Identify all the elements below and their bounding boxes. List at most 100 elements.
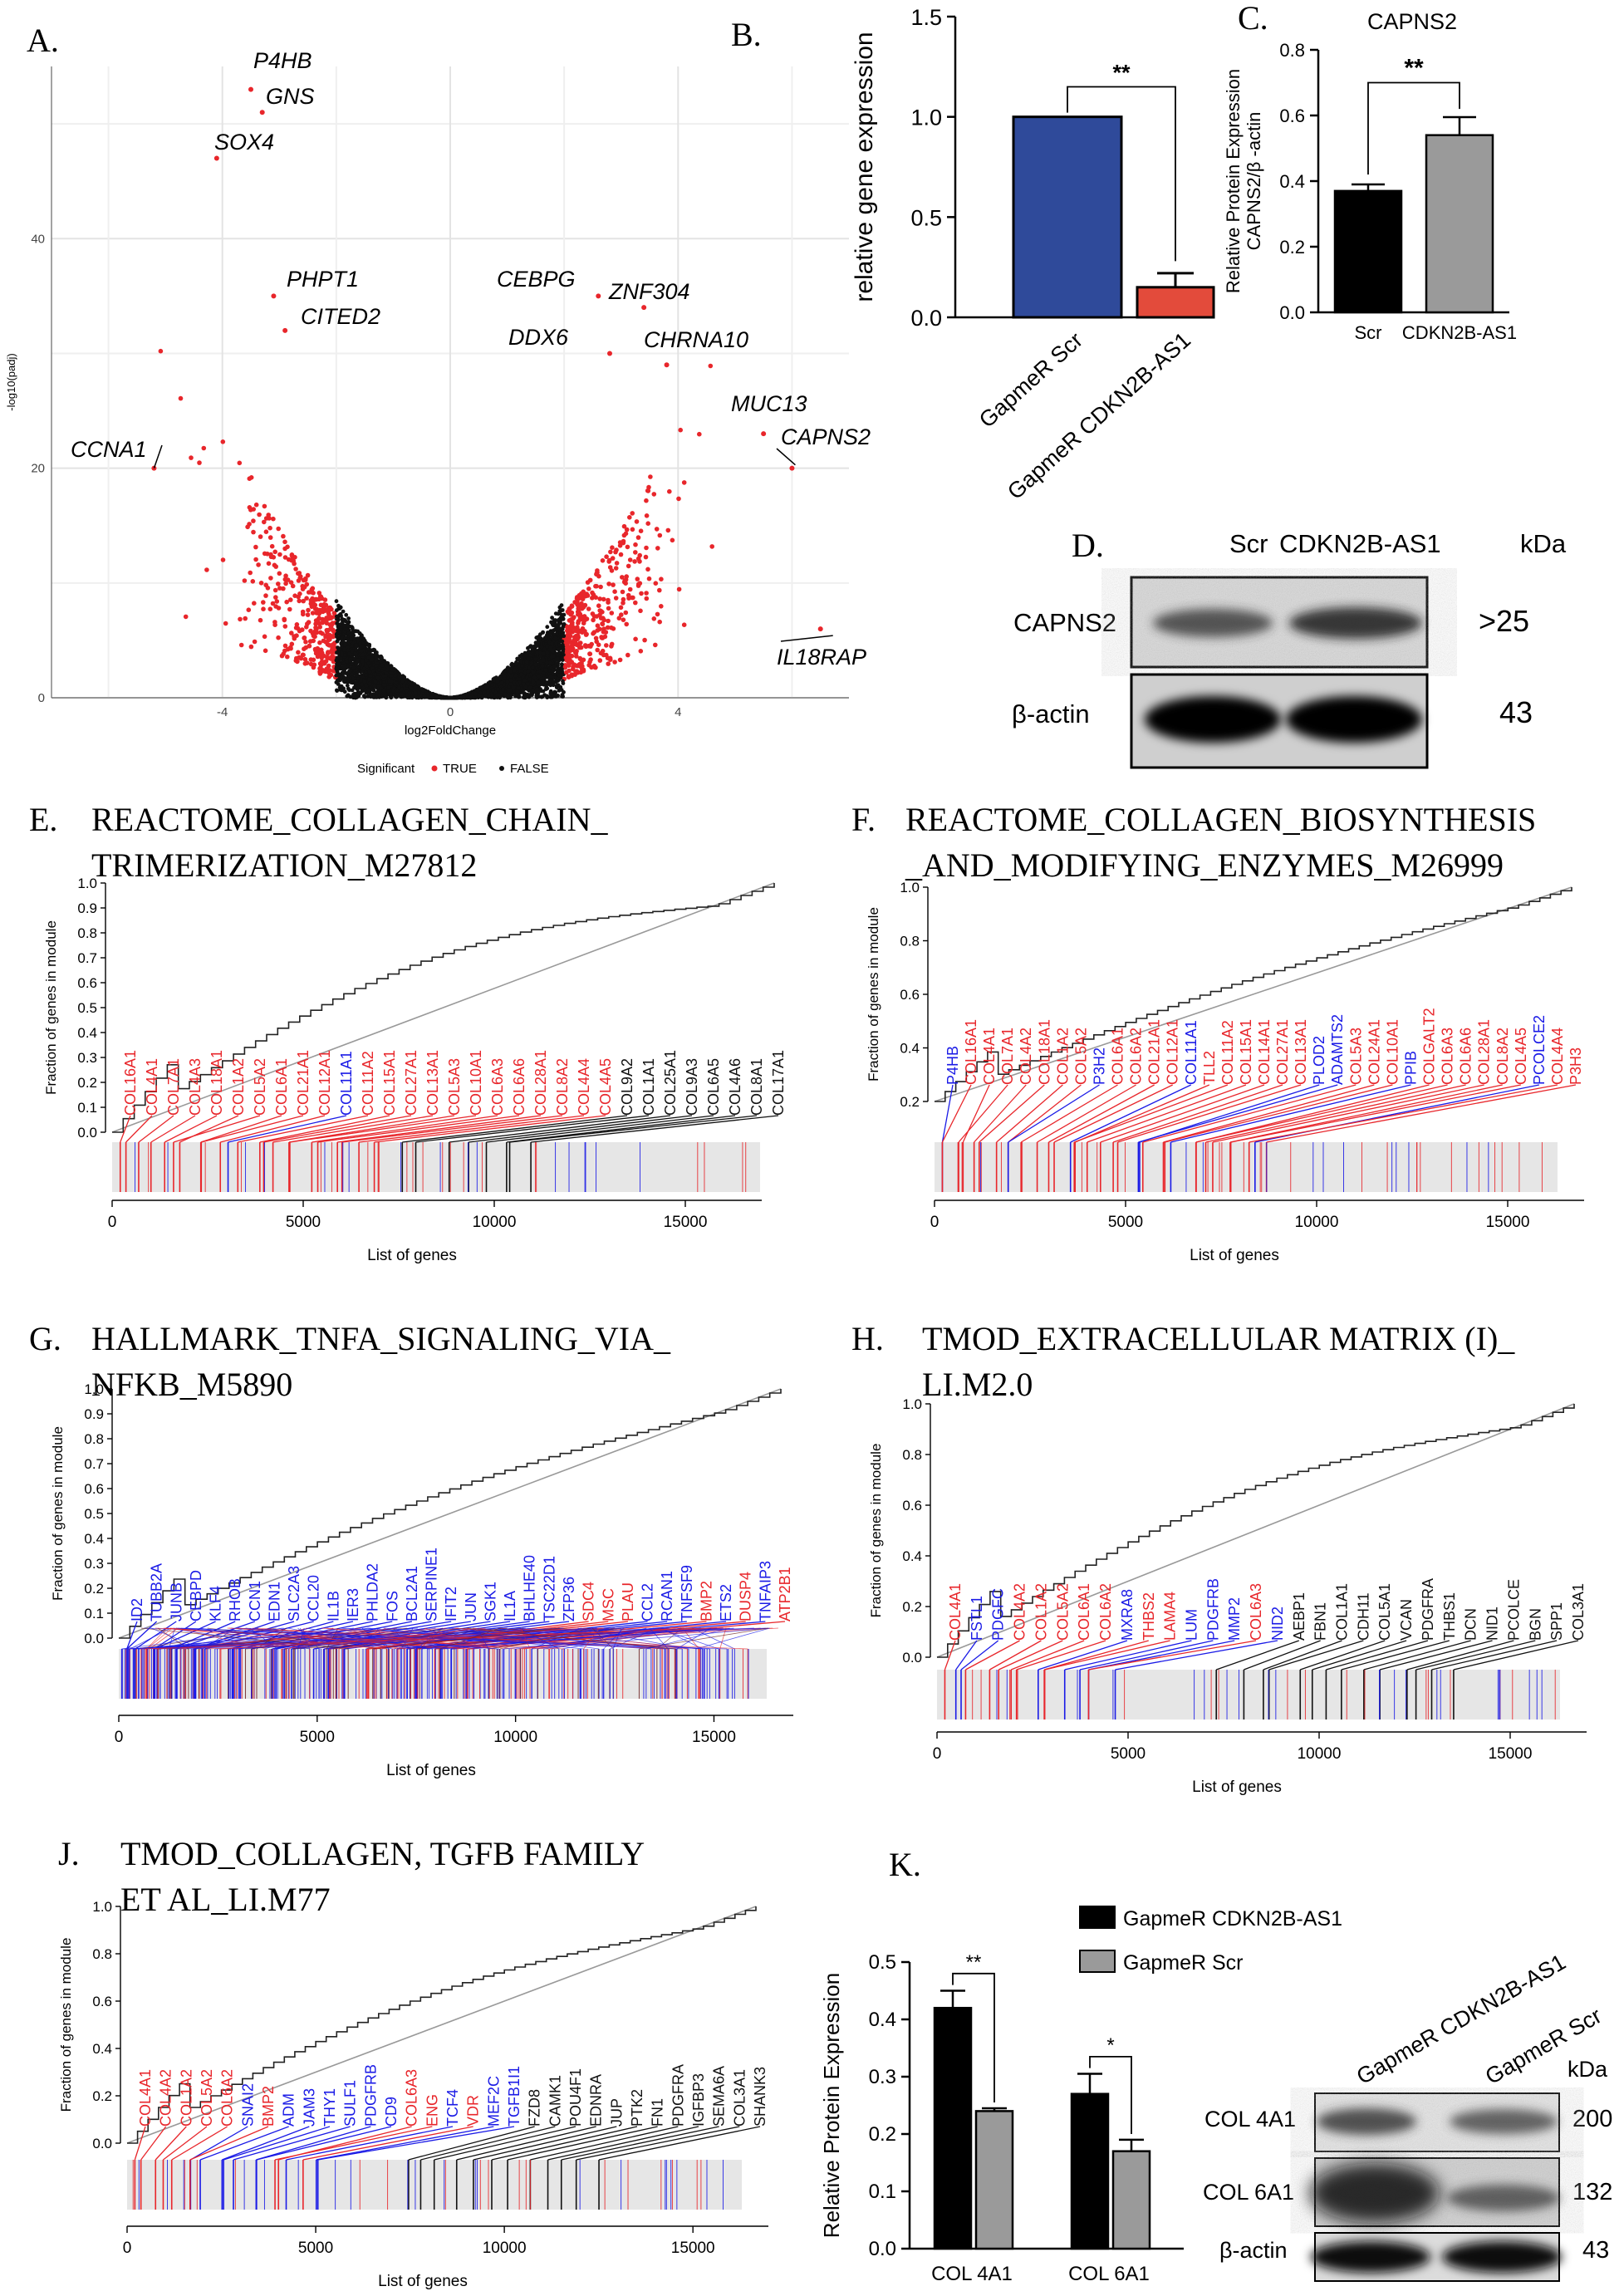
point-significant bbox=[591, 630, 596, 636]
point-significant bbox=[637, 581, 643, 586]
point-significant bbox=[709, 544, 714, 549]
point-significant bbox=[579, 606, 585, 611]
point-significant bbox=[639, 591, 644, 596]
point-significant bbox=[289, 630, 294, 635]
point-significant bbox=[618, 605, 624, 611]
point-significant bbox=[593, 583, 598, 589]
point-significant bbox=[253, 544, 258, 550]
point-significant bbox=[292, 634, 297, 639]
point-significant bbox=[577, 645, 582, 650]
point-significant bbox=[307, 643, 312, 649]
point-significant bbox=[262, 634, 267, 640]
point-significant bbox=[613, 566, 619, 571]
point-significant bbox=[659, 576, 664, 581]
point-significant bbox=[320, 631, 325, 636]
point-significant bbox=[321, 603, 327, 608]
point-significant bbox=[606, 606, 611, 611]
point-significant bbox=[564, 657, 569, 663]
point-significant bbox=[569, 673, 575, 679]
point-significant bbox=[256, 562, 261, 567]
point-significant bbox=[614, 547, 619, 552]
point-significant bbox=[268, 576, 273, 581]
point-significant bbox=[586, 586, 591, 591]
point-significant bbox=[257, 512, 262, 518]
point-significant bbox=[606, 597, 611, 603]
point-significant bbox=[302, 584, 307, 590]
point-significant bbox=[646, 576, 652, 581]
point-significant bbox=[613, 596, 619, 601]
point-significant bbox=[313, 618, 319, 623]
point-significant bbox=[324, 627, 330, 633]
point-significant bbox=[306, 620, 312, 625]
point-significant bbox=[653, 642, 658, 648]
point-significant bbox=[223, 621, 228, 626]
point-significant bbox=[251, 518, 256, 523]
point-significant bbox=[575, 602, 581, 608]
point-significant bbox=[610, 556, 616, 561]
point-significant bbox=[624, 527, 630, 532]
point-significant bbox=[655, 546, 660, 551]
point-significant bbox=[635, 576, 640, 581]
point-significant bbox=[600, 558, 606, 563]
point-significant bbox=[252, 639, 258, 645]
point-significant bbox=[571, 665, 576, 670]
point-significant bbox=[324, 621, 330, 626]
point-significant bbox=[644, 591, 649, 596]
point-significant bbox=[263, 516, 269, 521]
point-significant bbox=[285, 577, 291, 582]
point-significant bbox=[633, 542, 638, 547]
point-significant bbox=[247, 476, 253, 481]
point-significant bbox=[606, 661, 611, 666]
point-significant bbox=[646, 484, 651, 490]
point-significant bbox=[619, 612, 624, 617]
point-significant bbox=[304, 660, 310, 665]
point-significant bbox=[576, 592, 582, 598]
point-significant bbox=[638, 649, 644, 654]
point-significant bbox=[283, 581, 288, 586]
point-significant bbox=[276, 526, 282, 532]
point-significant bbox=[297, 598, 302, 604]
point-significant bbox=[612, 589, 617, 594]
point-significant bbox=[267, 606, 273, 611]
point-significant bbox=[576, 609, 581, 615]
point-significant bbox=[697, 431, 702, 437]
point-significant bbox=[248, 508, 253, 513]
point-significant bbox=[281, 533, 286, 539]
point-significant bbox=[576, 635, 581, 640]
point-significant bbox=[273, 595, 278, 600]
point-significant bbox=[319, 659, 325, 665]
point-significant bbox=[593, 635, 599, 641]
point-significant bbox=[263, 593, 268, 598]
point-significant bbox=[327, 632, 332, 638]
point-significant bbox=[178, 395, 184, 401]
point-significant bbox=[645, 521, 650, 526]
point-significant bbox=[294, 655, 299, 661]
point-significant bbox=[616, 616, 622, 621]
point-significant bbox=[657, 619, 662, 625]
point-significant bbox=[589, 665, 594, 670]
point-significant bbox=[573, 650, 579, 656]
point-significant bbox=[595, 647, 600, 653]
volcano-points bbox=[151, 86, 823, 700]
point-significant bbox=[248, 570, 253, 576]
point-significant bbox=[595, 568, 600, 573]
point-significant bbox=[308, 628, 313, 634]
point-significant bbox=[288, 580, 294, 585]
point-significant bbox=[621, 617, 626, 622]
point-significant bbox=[597, 658, 603, 663]
point-significant bbox=[261, 600, 266, 605]
point-significant bbox=[653, 581, 659, 586]
point-significant bbox=[262, 648, 268, 654]
point-significant bbox=[604, 554, 609, 559]
point-significant bbox=[606, 618, 611, 624]
point-significant bbox=[583, 632, 589, 637]
point-significant bbox=[596, 603, 601, 608]
point-significant bbox=[597, 596, 602, 601]
point-significant bbox=[630, 527, 635, 532]
point-significant bbox=[265, 586, 271, 591]
point-significant bbox=[300, 609, 306, 615]
point-significant bbox=[617, 657, 623, 663]
point-significant bbox=[567, 668, 572, 674]
point-significant bbox=[567, 636, 572, 642]
